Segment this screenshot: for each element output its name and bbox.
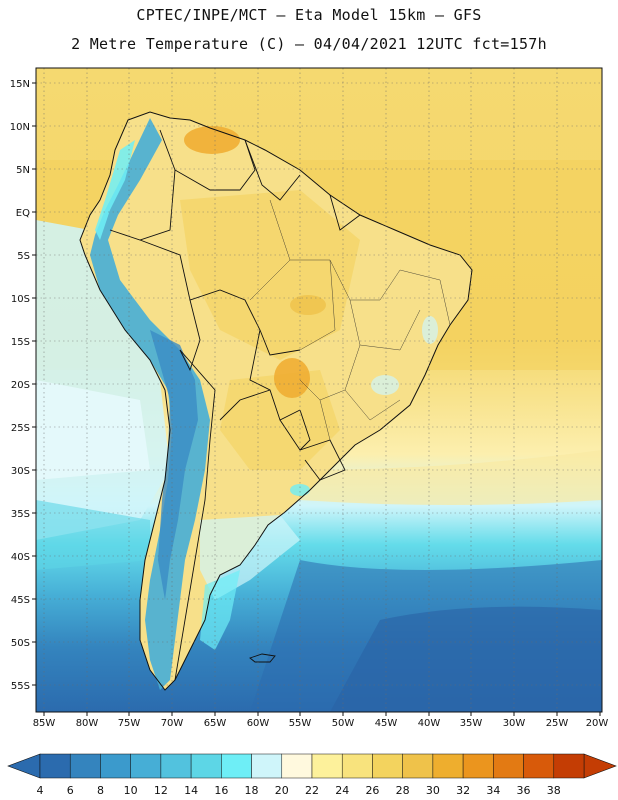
lon-label: 55W	[289, 718, 312, 729]
lon-label: 50W	[332, 718, 355, 729]
colorbar-label: 32	[456, 784, 470, 797]
colorbar-label: 22	[305, 784, 319, 797]
colorbar-swatch	[160, 753, 192, 779]
colorbar-label: 28	[396, 784, 410, 797]
lon-label: 65W	[204, 718, 227, 729]
lon-label: 35W	[460, 718, 483, 729]
andes-cold-band	[90, 118, 210, 690]
colorbar-min-arrow	[7, 753, 41, 779]
colorbar-swatch	[523, 753, 555, 779]
colorbar-swatch	[553, 753, 585, 779]
lon-label: 70W	[161, 718, 184, 729]
lat-label: 5S	[17, 251, 30, 262]
colorbar-swatch	[432, 753, 464, 779]
colorbar-swatch	[311, 753, 343, 779]
colorbar-swatch	[402, 753, 434, 779]
lat-label: 25S	[11, 423, 30, 434]
colorbar-label: 4	[37, 784, 44, 797]
colorbar: 4 6 8 10 12 14 16 18 20 22 24 26 28 30 32 34 36 38	[7, 753, 617, 797]
colorbar-label: 38	[547, 784, 561, 797]
lat-label: 10N	[10, 122, 30, 133]
colorbar-swatch	[39, 753, 71, 779]
colorbar-label: 26	[365, 784, 379, 797]
lat-label: 15N	[10, 79, 30, 90]
colorbar-swatch	[221, 753, 252, 779]
country-borders	[79, 111, 473, 691]
lat-label: 55S	[11, 681, 30, 692]
lon-label: 30W	[503, 718, 526, 729]
lon-label: 60W	[247, 718, 270, 729]
graticule	[36, 68, 602, 712]
colorbar-swatch	[190, 753, 222, 779]
colorbar-label: 14	[184, 784, 198, 797]
colorbar-label: 16	[214, 784, 228, 797]
colorbar-swatch	[100, 753, 131, 779]
colorbar-swatch	[462, 753, 494, 779]
lat-label: 40S	[11, 552, 30, 563]
venezuela-hotspot	[184, 126, 240, 154]
colorbar-swatch	[69, 753, 101, 779]
lon-label: 20W	[586, 718, 609, 729]
lat-label: 20S	[11, 380, 30, 391]
colorbar-swatch	[372, 753, 403, 779]
colorbar-label: 10	[124, 784, 138, 797]
colorbar-swatch	[493, 753, 524, 779]
lat-label: EQ	[16, 208, 30, 219]
lon-label: 40W	[418, 718, 441, 729]
colorbar-max-arrow	[583, 753, 617, 779]
colorbar-label: 6	[67, 784, 74, 797]
colorbar-swatch	[341, 753, 373, 779]
lat-label: 15S	[11, 337, 30, 348]
colorbar-label: 8	[97, 784, 104, 797]
lat-label: 45S	[11, 595, 30, 606]
map-title: CPTEC/INPE/MCT – Eta Model 15km – GFS	[136, 6, 482, 24]
lon-label: 80W	[76, 718, 99, 729]
colorbar-swatch	[281, 753, 313, 779]
colorbar-label: 18	[245, 784, 259, 797]
lat-label: 10S	[11, 294, 30, 305]
lat-label: 35S	[11, 509, 30, 520]
map-frame	[35, 67, 603, 713]
lon-label: 75W	[118, 718, 141, 729]
lat-label: 50S	[11, 638, 30, 649]
lat-label: 30S	[11, 466, 30, 477]
pantanal-hotspot	[274, 358, 310, 398]
colorbar-swatch	[251, 753, 283, 779]
lon-label: 45W	[375, 718, 398, 729]
lon-label: 85W	[33, 718, 56, 729]
colorbar-label: 12	[154, 784, 168, 797]
colorbar-label: 24	[335, 784, 349, 797]
colorbar-swatch	[130, 753, 162, 779]
colorbar-label: 36	[517, 784, 531, 797]
colorbar-label: 30	[426, 784, 440, 797]
map-subtitle: 2 Metre Temperature (C) – 04/04/2021 12U…	[71, 35, 547, 53]
lon-label: 25W	[546, 718, 569, 729]
colorbar-label: 20	[275, 784, 289, 797]
lat-label: 5N	[16, 165, 30, 176]
colorbar-label: 34	[486, 784, 500, 797]
